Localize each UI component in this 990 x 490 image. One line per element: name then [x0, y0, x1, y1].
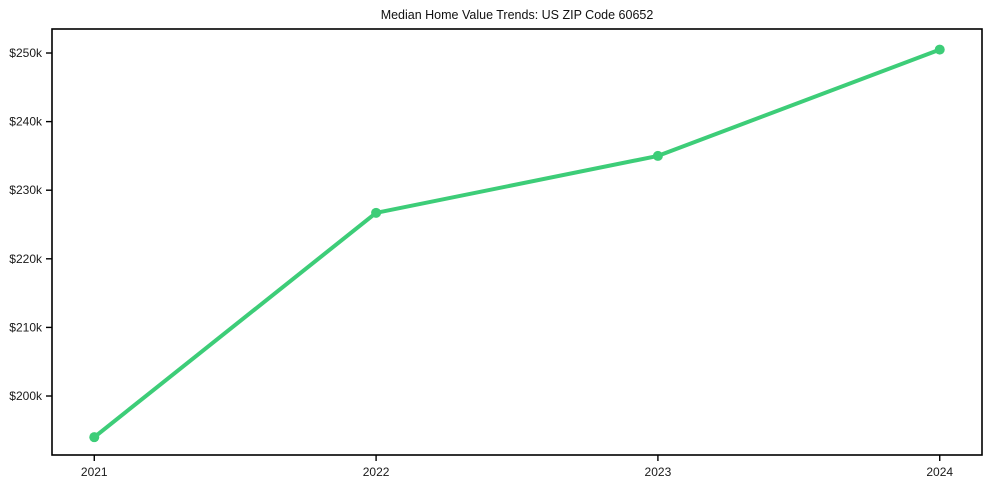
y-tick-label: $240k [9, 115, 43, 129]
plot-border [51, 28, 983, 456]
chart-title: Median Home Value Trends: US ZIP Code 60… [380, 8, 654, 22]
data-point [371, 207, 382, 218]
x-tick-label: 2021 [81, 465, 108, 479]
y-tick-label: $220k [9, 252, 43, 266]
x-tick-label: 2022 [363, 465, 390, 479]
y-tick-label: $250k [9, 46, 43, 60]
trend-line [92, 47, 942, 440]
y-tick-label: $210k [9, 320, 43, 334]
data-point [89, 432, 100, 443]
data-point [652, 150, 663, 161]
x-tick-label: 2024 [926, 465, 953, 479]
y-tick-label: $200k [9, 389, 43, 403]
x-tick-label: 2023 [645, 465, 672, 479]
y-tick-label: $230k [9, 183, 43, 197]
data-point [934, 44, 945, 55]
